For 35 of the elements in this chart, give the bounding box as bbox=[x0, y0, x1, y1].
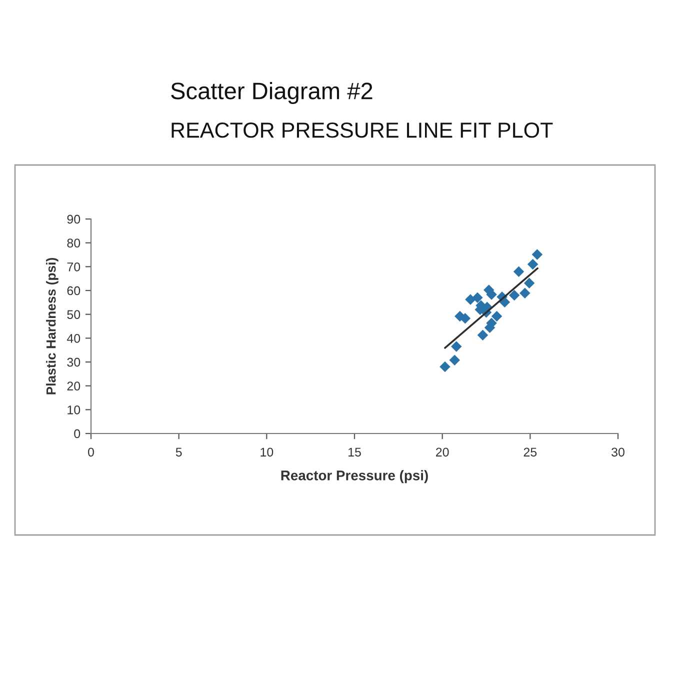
y-tick-label: 10 bbox=[68, 405, 80, 414]
y-tick-label: 80 bbox=[67, 238, 80, 248]
x-tick-label: 15 bbox=[348, 448, 361, 457]
x-tick-label: 30 bbox=[612, 448, 624, 457]
point bbox=[477, 330, 488, 340]
x-tick-label: 20 bbox=[436, 448, 449, 457]
point bbox=[508, 290, 520, 301]
x-tick-label: 25 bbox=[524, 448, 537, 457]
point bbox=[513, 266, 524, 278]
chart-subtitle: REACTOR PRESSURE LINE FIT PLOT bbox=[172, 122, 553, 138]
y-tick-label: 40 bbox=[66, 334, 80, 343]
x-axis-title: Reactor Pressure (psi) bbox=[281, 470, 428, 484]
point bbox=[451, 341, 462, 352]
y-tick-label: 60 bbox=[67, 286, 80, 296]
y-axis-title: Plastic Hardness (psi) bbox=[46, 258, 58, 394]
point bbox=[491, 310, 502, 322]
point bbox=[449, 354, 460, 366]
y-tick-label: 50 bbox=[67, 310, 80, 319]
chart-title: Scatter Diagram #2 bbox=[171, 82, 372, 104]
point bbox=[472, 292, 483, 304]
x-tick-label: 0 bbox=[88, 448, 94, 457]
x-tick-label: 10 bbox=[260, 448, 274, 457]
point bbox=[440, 361, 450, 372]
y-tick-label: 0 bbox=[74, 429, 80, 438]
point bbox=[524, 278, 535, 288]
point bbox=[520, 288, 530, 298]
point bbox=[486, 289, 497, 300]
y-tick-label: 90 bbox=[67, 214, 80, 224]
point bbox=[532, 249, 543, 260]
x-tick-label: 5 bbox=[176, 448, 182, 457]
point bbox=[527, 258, 538, 270]
y-tick-label: 70 bbox=[67, 262, 80, 272]
point bbox=[499, 296, 510, 308]
y-tick-label: 30 bbox=[67, 358, 80, 367]
y-tick-label: 20 bbox=[67, 382, 80, 390]
